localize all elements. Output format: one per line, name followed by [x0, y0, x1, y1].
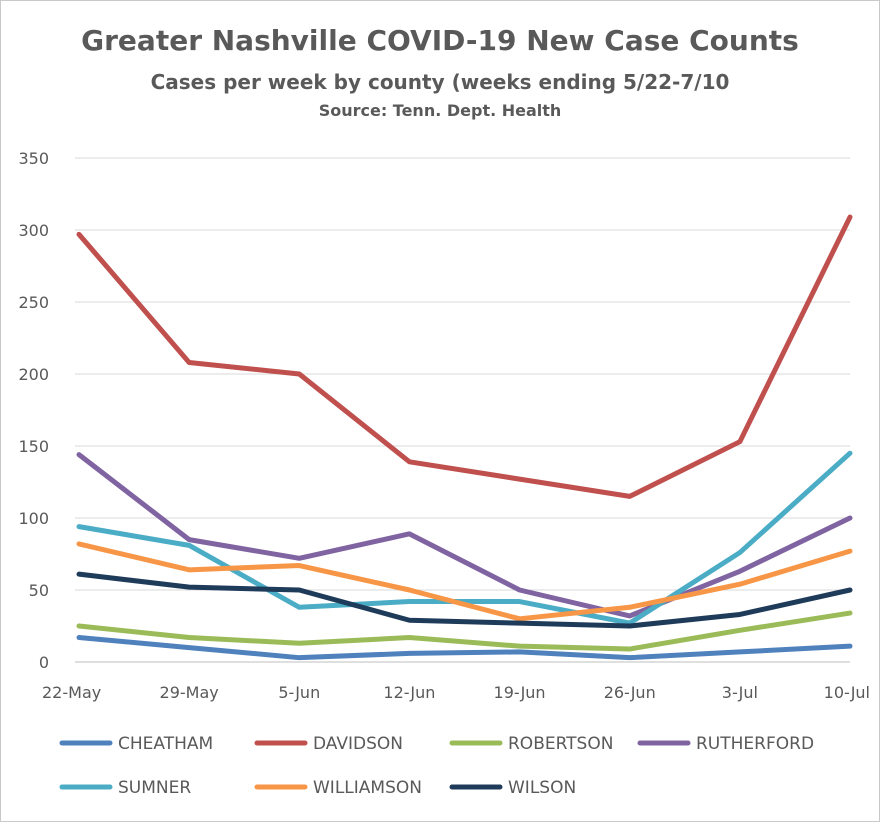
series-line-wilson: [76, 571, 853, 629]
y-tick-label: 200: [18, 365, 49, 384]
legend-label: WILLIAMSON: [313, 778, 422, 798]
x-tick-label: 10-Jul: [824, 683, 870, 702]
chart-source: Source: Tenn. Dept. Health: [318, 101, 562, 120]
series-line-davidson: [76, 214, 853, 499]
x-tick-label: 5-Jun: [278, 683, 320, 702]
y-axis-ticks: 0 50 100 150 200 250 300 350: [18, 149, 49, 672]
legend-item-robertson: ROBERTSON: [449, 734, 613, 754]
y-tick-label: 300: [18, 221, 49, 240]
legend: CHEATHAM DAVIDSON ROBERTSON RUTHERFORD SUMNE…: [59, 734, 814, 798]
x-axis-ticks: 22-May 29-May 5-Jun 12-Jun 19-Jun 26-Jun 3-Jul…: [42, 683, 870, 702]
series-line-rutherford: [76, 452, 853, 619]
chart-subtitle: Cases per week by county (weeks ending 5…: [150, 70, 730, 94]
x-tick-label: 19-Jun: [494, 683, 546, 702]
legend-item-rutherford: RUTHERFORD: [637, 734, 814, 754]
y-tick-label: 150: [18, 437, 49, 456]
series-line-williamson: [76, 541, 853, 622]
chart-title: Greater Nashville COVID-19 New Case Coun…: [81, 24, 799, 57]
y-tick-label: 100: [18, 509, 49, 528]
legend-label: SUMNER: [118, 778, 191, 798]
y-tick-label: 250: [18, 293, 49, 312]
legend-label: WILSON: [508, 778, 576, 798]
series-line-sumner: [76, 450, 853, 626]
y-tick-label: 50: [29, 581, 49, 600]
x-tick-label: 12-Jun: [383, 683, 435, 702]
legend-item-davidson: DAVIDSON: [254, 734, 403, 754]
series-line-cheatham: [76, 635, 853, 661]
legend-label: RUTHERFORD: [696, 734, 814, 754]
legend-label: DAVIDSON: [313, 734, 403, 754]
y-tick-label: 350: [18, 149, 49, 168]
y-tick-label: 0: [39, 653, 49, 672]
x-tick-label: 22-May: [42, 683, 101, 702]
series-lines: [76, 214, 853, 661]
series-line-robertson: [76, 610, 853, 652]
legend-item-cheatham: CHEATHAM: [59, 734, 213, 754]
x-tick-label: 26-Jun: [604, 683, 656, 702]
legend-label: CHEATHAM: [118, 734, 213, 754]
x-tick-label: 3-Jul: [722, 683, 758, 702]
legend-item-williamson: WILLIAMSON: [254, 778, 422, 798]
legend-item-sumner: SUMNER: [59, 778, 191, 798]
legend-label: ROBERTSON: [508, 734, 613, 754]
legend-item-wilson: WILSON: [449, 778, 576, 798]
x-tick-label: 29-May: [160, 683, 219, 702]
